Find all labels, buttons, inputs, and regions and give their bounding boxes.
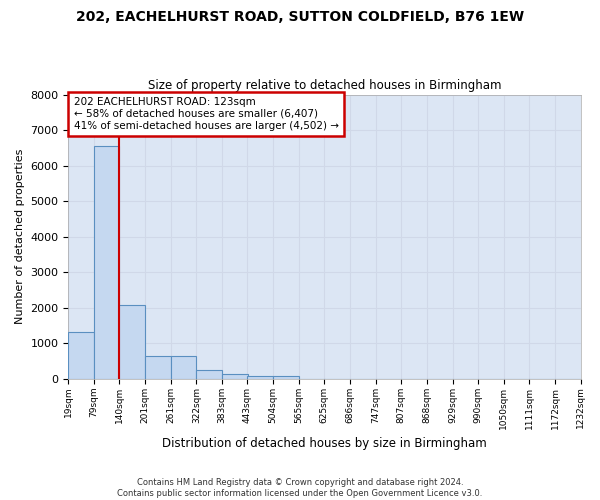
- Bar: [145, 356, 171, 379]
- Text: 202 EACHELHURST ROAD: 123sqm
← 58% of detached houses are smaller (6,407)
41% of: 202 EACHELHURST ROAD: 123sqm ← 58% of de…: [74, 98, 338, 130]
- Bar: [68, 332, 94, 379]
- Bar: [94, 146, 119, 379]
- Title: Size of property relative to detached houses in Birmingham: Size of property relative to detached ho…: [148, 79, 501, 92]
- Bar: [247, 376, 273, 379]
- Text: Contains HM Land Registry data © Crown copyright and database right 2024.
Contai: Contains HM Land Registry data © Crown c…: [118, 478, 482, 498]
- Y-axis label: Number of detached properties: Number of detached properties: [15, 149, 25, 324]
- Bar: [170, 356, 196, 379]
- Text: 202, EACHELHURST ROAD, SUTTON COLDFIELD, B76 1EW: 202, EACHELHURST ROAD, SUTTON COLDFIELD,…: [76, 10, 524, 24]
- Bar: [119, 305, 145, 379]
- Bar: [222, 374, 248, 379]
- X-axis label: Distribution of detached houses by size in Birmingham: Distribution of detached houses by size …: [162, 437, 487, 450]
- Bar: [196, 370, 222, 379]
- Bar: [273, 376, 299, 379]
